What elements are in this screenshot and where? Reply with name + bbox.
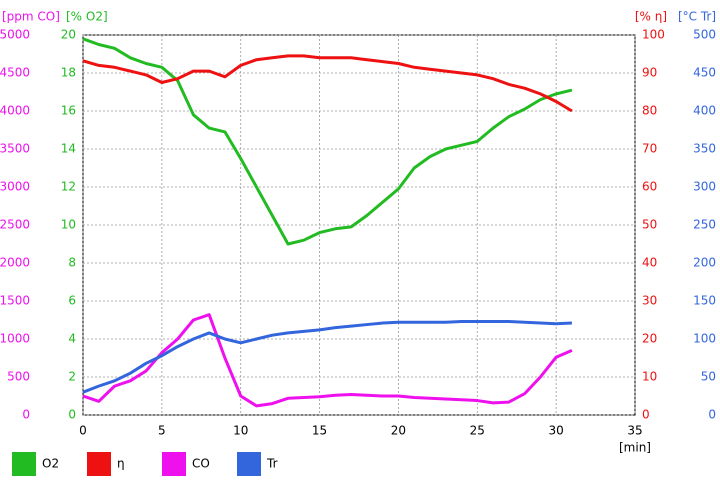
legend-label: O2 bbox=[42, 457, 59, 471]
y-axis-label: [% O2] bbox=[66, 10, 108, 24]
y-tick-label: 50 bbox=[701, 370, 716, 384]
y-tick-label: 0 bbox=[642, 408, 650, 422]
y-tick-label: 0 bbox=[68, 408, 76, 422]
y-tick-label: 400 bbox=[693, 104, 716, 118]
x-axis-label: [min] bbox=[619, 441, 651, 455]
x-tick-label: 0 bbox=[79, 424, 87, 438]
y-tick-label: 500 bbox=[7, 370, 30, 384]
y-tick-label: 4 bbox=[68, 332, 76, 346]
x-tick-label: 20 bbox=[391, 424, 406, 438]
y-tick-label: 2 bbox=[68, 370, 76, 384]
y-tick-label: 10 bbox=[61, 218, 76, 232]
y-tick-label: 500 bbox=[693, 28, 716, 42]
y-tick-label: 16 bbox=[61, 104, 76, 118]
y-tick-label: 8 bbox=[68, 256, 76, 270]
y-tick-label: 100 bbox=[642, 28, 665, 42]
y-tick-label: 4000 bbox=[0, 104, 30, 118]
y-axis-label: [ppm CO] bbox=[2, 10, 60, 24]
legend-label: Tr bbox=[266, 457, 278, 471]
y-tick-label: 10 bbox=[642, 370, 657, 384]
y-tick-label: 200 bbox=[693, 256, 716, 270]
y-tick-label: 14 bbox=[61, 142, 76, 156]
y-tick-label: 20 bbox=[642, 332, 657, 346]
y-tick-label: 250 bbox=[693, 218, 716, 232]
y-tick-label: 18 bbox=[61, 66, 76, 80]
legend-swatch bbox=[237, 452, 261, 476]
x-tick-label: 35 bbox=[627, 424, 642, 438]
y-tick-label: 150 bbox=[693, 294, 716, 308]
y-tick-label: 2000 bbox=[0, 256, 30, 270]
y-tick-label: 60 bbox=[642, 180, 657, 194]
y-tick-label: 12 bbox=[61, 180, 76, 194]
y-axis-label: [°C Tr] bbox=[678, 10, 716, 24]
y-tick-label: 3500 bbox=[0, 142, 30, 156]
x-tick-label: 30 bbox=[549, 424, 564, 438]
x-tick-label: 5 bbox=[158, 424, 166, 438]
y-tick-label: 100 bbox=[693, 332, 716, 346]
legend-label: CO bbox=[192, 457, 210, 471]
y-tick-label: 0 bbox=[22, 408, 30, 422]
y-tick-label: 0 bbox=[708, 408, 716, 422]
legend-swatch bbox=[12, 452, 36, 476]
y-axis-label: [% η] bbox=[635, 10, 667, 24]
x-tick-label: 10 bbox=[233, 424, 248, 438]
x-tick-label: 25 bbox=[470, 424, 485, 438]
y-tick-label: 5000 bbox=[0, 28, 30, 42]
y-tick-label: 90 bbox=[642, 66, 657, 80]
legend-swatch bbox=[162, 452, 186, 476]
y-tick-label: 6 bbox=[68, 294, 76, 308]
series-line bbox=[82, 37, 573, 246]
legend-label: η bbox=[117, 457, 125, 471]
y-tick-label: 30 bbox=[642, 294, 657, 308]
y-tick-label: 3000 bbox=[0, 180, 30, 194]
y-tick-label: 4500 bbox=[0, 66, 30, 80]
series-line bbox=[82, 320, 572, 394]
series-line bbox=[82, 313, 573, 408]
x-tick-label: 15 bbox=[312, 424, 327, 438]
y-tick-label: 350 bbox=[693, 142, 716, 156]
y-tick-label: 2500 bbox=[0, 218, 30, 232]
y-tick-label: 20 bbox=[61, 28, 76, 42]
y-tick-label: 1000 bbox=[0, 332, 30, 346]
y-tick-label: 40 bbox=[642, 256, 657, 270]
y-tick-label: 450 bbox=[693, 66, 716, 80]
y-tick-label: 70 bbox=[642, 142, 657, 156]
y-tick-label: 300 bbox=[693, 180, 716, 194]
y-tick-label: 50 bbox=[642, 218, 657, 232]
legend-swatch bbox=[87, 452, 111, 476]
series-line bbox=[82, 54, 573, 113]
y-tick-label: 1500 bbox=[0, 294, 30, 308]
y-tick-label: 80 bbox=[642, 104, 657, 118]
